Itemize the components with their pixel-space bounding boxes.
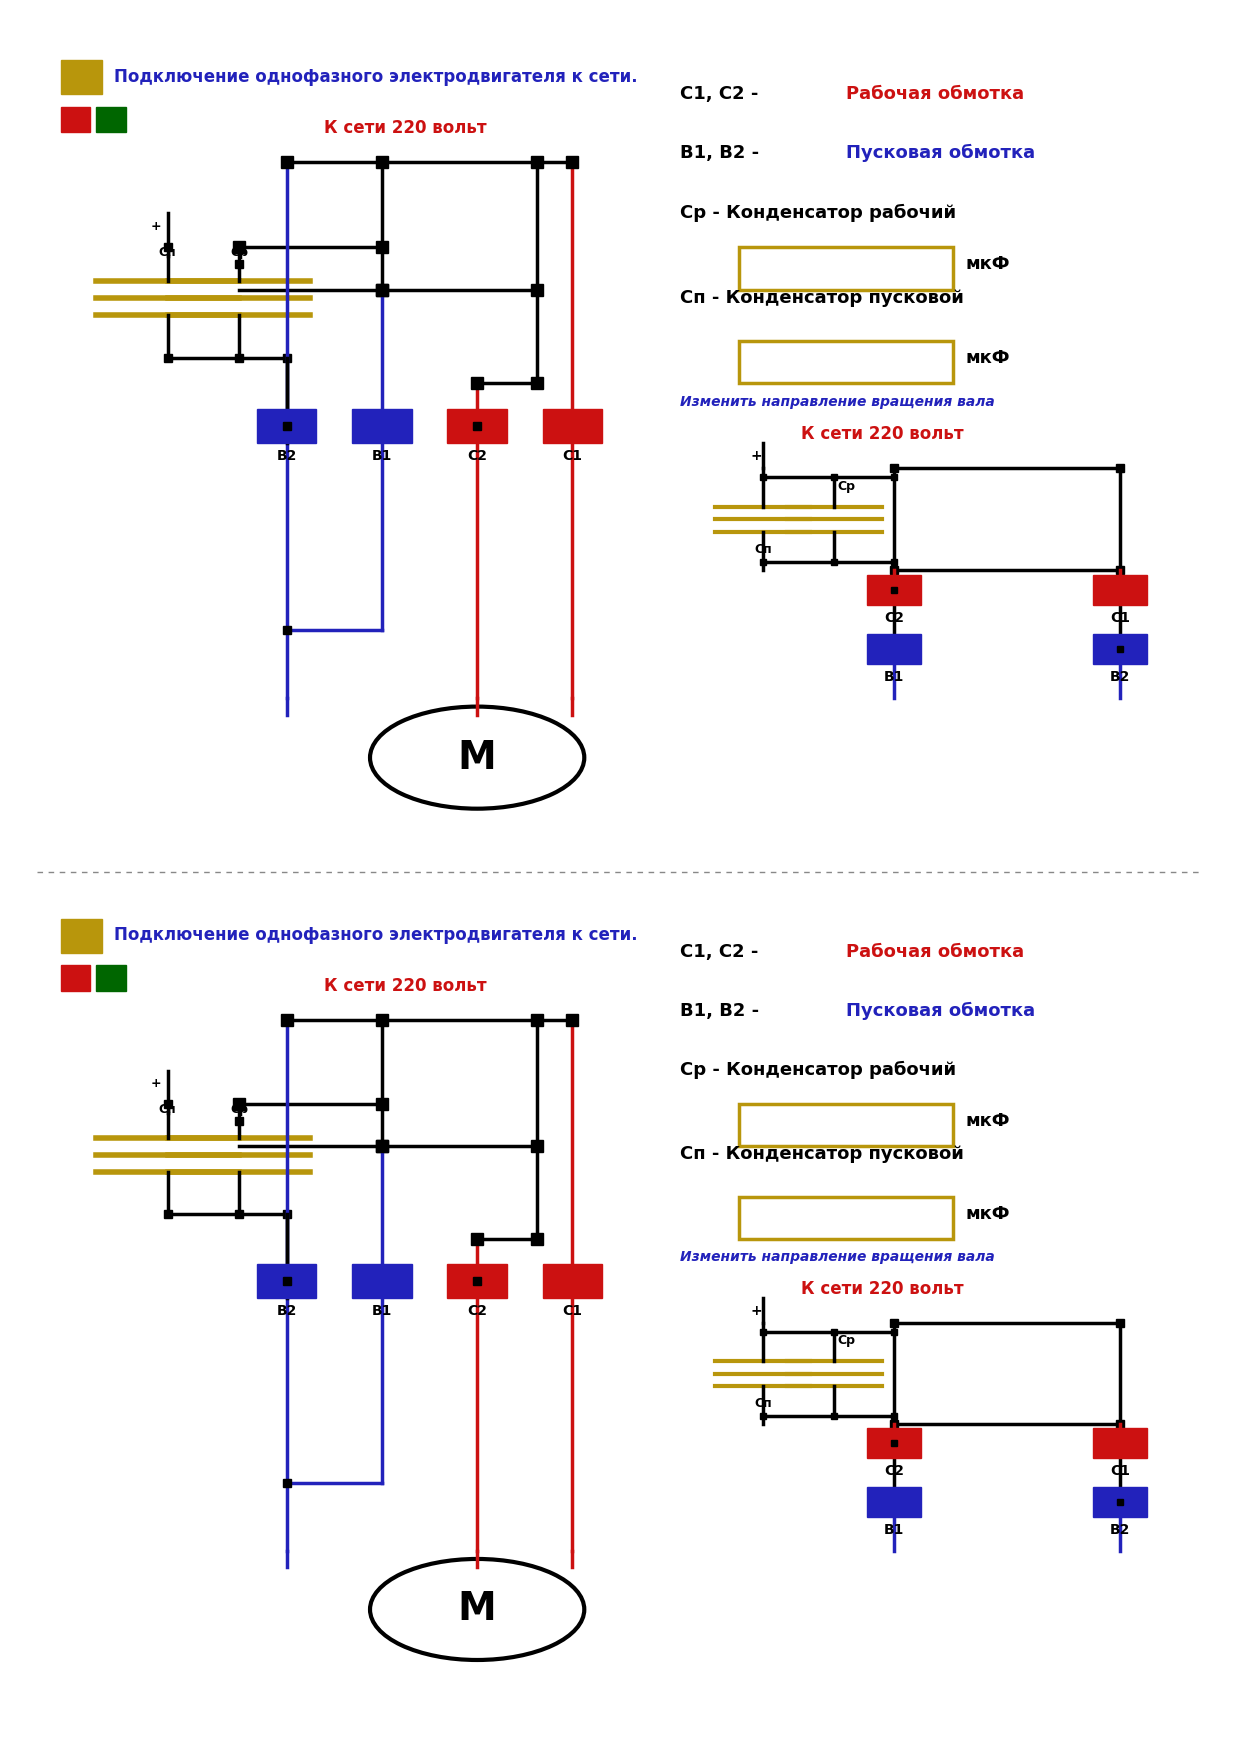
Text: Сп: Сп bbox=[159, 1103, 176, 1116]
Text: Подключение однофазного электродвигателя к сети.: Подключение однофазного электродвигателя… bbox=[114, 926, 637, 944]
Bar bbox=[97, 107, 126, 132]
Text: Ср: Ср bbox=[231, 1103, 248, 1116]
Bar bbox=[97, 965, 126, 991]
Bar bbox=[739, 247, 954, 289]
Text: С1, С2 -: С1, С2 - bbox=[680, 84, 764, 102]
Text: мкФ: мкФ bbox=[965, 1205, 1009, 1223]
Text: Подключение однофазного электродвигателя к сети.: Подключение однофазного электродвигателя… bbox=[114, 68, 637, 86]
Bar bbox=[739, 1196, 954, 1238]
Bar bbox=[1094, 1428, 1147, 1458]
Bar bbox=[867, 635, 920, 665]
Bar bbox=[1094, 1487, 1147, 1517]
Bar bbox=[61, 919, 102, 952]
Bar bbox=[867, 1428, 920, 1458]
Text: В2: В2 bbox=[277, 449, 296, 463]
Bar bbox=[61, 107, 91, 132]
Text: К сети 220 вольт: К сети 220 вольт bbox=[325, 119, 487, 137]
Text: +: + bbox=[150, 1077, 161, 1091]
Bar bbox=[257, 1265, 316, 1298]
Text: мкФ: мкФ bbox=[965, 256, 1009, 274]
Text: Пусковая обмотка: Пусковая обмотка bbox=[846, 144, 1035, 161]
Bar bbox=[543, 409, 603, 442]
Bar bbox=[543, 1265, 603, 1298]
Text: В1, В2 -: В1, В2 - bbox=[680, 1002, 765, 1021]
Text: С2: С2 bbox=[467, 1303, 487, 1317]
Bar bbox=[1094, 635, 1147, 665]
Text: +: + bbox=[150, 221, 161, 233]
Text: Сп: Сп bbox=[754, 1398, 771, 1410]
Text: Рабочая обмотка: Рабочая обмотка bbox=[846, 84, 1024, 102]
Text: С2: С2 bbox=[467, 449, 487, 463]
Bar bbox=[739, 340, 954, 384]
Text: В1, В2 -: В1, В2 - bbox=[680, 144, 765, 161]
Text: В1: В1 bbox=[884, 670, 904, 684]
Bar bbox=[257, 409, 316, 442]
Text: В2: В2 bbox=[277, 1303, 296, 1317]
Text: Изменить направление вращения вала: Изменить направление вращения вала bbox=[680, 395, 994, 409]
Bar bbox=[1094, 575, 1147, 605]
Bar bbox=[448, 1265, 507, 1298]
Text: Сп - Конденсатор пусковой: Сп - Конденсатор пусковой bbox=[680, 289, 963, 307]
Text: В2: В2 bbox=[1110, 670, 1130, 684]
Text: мкФ: мкФ bbox=[965, 1112, 1009, 1130]
Bar bbox=[448, 409, 507, 442]
Text: С1: С1 bbox=[563, 1303, 583, 1317]
Text: С1, С2 -: С1, С2 - bbox=[680, 944, 764, 961]
Text: Рабочая обмотка: Рабочая обмотка bbox=[846, 944, 1024, 961]
Text: Ср - Конденсатор рабочий: Ср - Конденсатор рабочий bbox=[680, 1061, 956, 1079]
Text: Ср: Ср bbox=[837, 479, 856, 493]
Bar bbox=[739, 1105, 954, 1147]
Text: С1: С1 bbox=[1110, 610, 1130, 624]
Bar bbox=[352, 1265, 412, 1298]
Text: Сп - Конденсатор пусковой: Сп - Конденсатор пусковой bbox=[680, 1145, 963, 1163]
Text: М: М bbox=[458, 738, 496, 777]
Text: мкФ: мкФ bbox=[965, 349, 1009, 367]
Text: С2: С2 bbox=[884, 610, 904, 624]
Text: Изменить направление вращения вала: Изменить направление вращения вала bbox=[680, 1251, 994, 1265]
Text: В1: В1 bbox=[372, 1303, 392, 1317]
Text: Сп: Сп bbox=[159, 246, 176, 260]
Text: В1: В1 bbox=[372, 449, 392, 463]
Bar bbox=[867, 1487, 920, 1517]
Text: В1: В1 bbox=[884, 1522, 904, 1537]
Bar bbox=[352, 409, 412, 442]
Bar bbox=[61, 60, 102, 95]
Text: В2: В2 bbox=[1110, 1522, 1130, 1537]
Text: С1: С1 bbox=[1110, 1465, 1130, 1479]
Text: Ср: Ср bbox=[231, 246, 248, 260]
Text: Пусковая обмотка: Пусковая обмотка bbox=[846, 1002, 1035, 1021]
Text: Ср - Конденсатор рабочий: Ср - Конденсатор рабочий bbox=[680, 203, 956, 221]
Text: +: + bbox=[751, 1303, 763, 1317]
Text: М: М bbox=[458, 1591, 496, 1628]
Text: +: + bbox=[751, 449, 763, 463]
Text: Ср: Ср bbox=[837, 1335, 856, 1347]
Bar bbox=[867, 575, 920, 605]
Text: С2: С2 bbox=[884, 1465, 904, 1479]
Text: К сети 220 вольт: К сети 220 вольт bbox=[801, 424, 963, 442]
Text: Сп: Сп bbox=[754, 544, 771, 556]
Bar bbox=[61, 965, 91, 991]
Text: К сети 220 вольт: К сети 220 вольт bbox=[325, 977, 487, 995]
Text: С1: С1 bbox=[563, 449, 583, 463]
Text: К сети 220 вольт: К сети 220 вольт bbox=[801, 1280, 963, 1298]
